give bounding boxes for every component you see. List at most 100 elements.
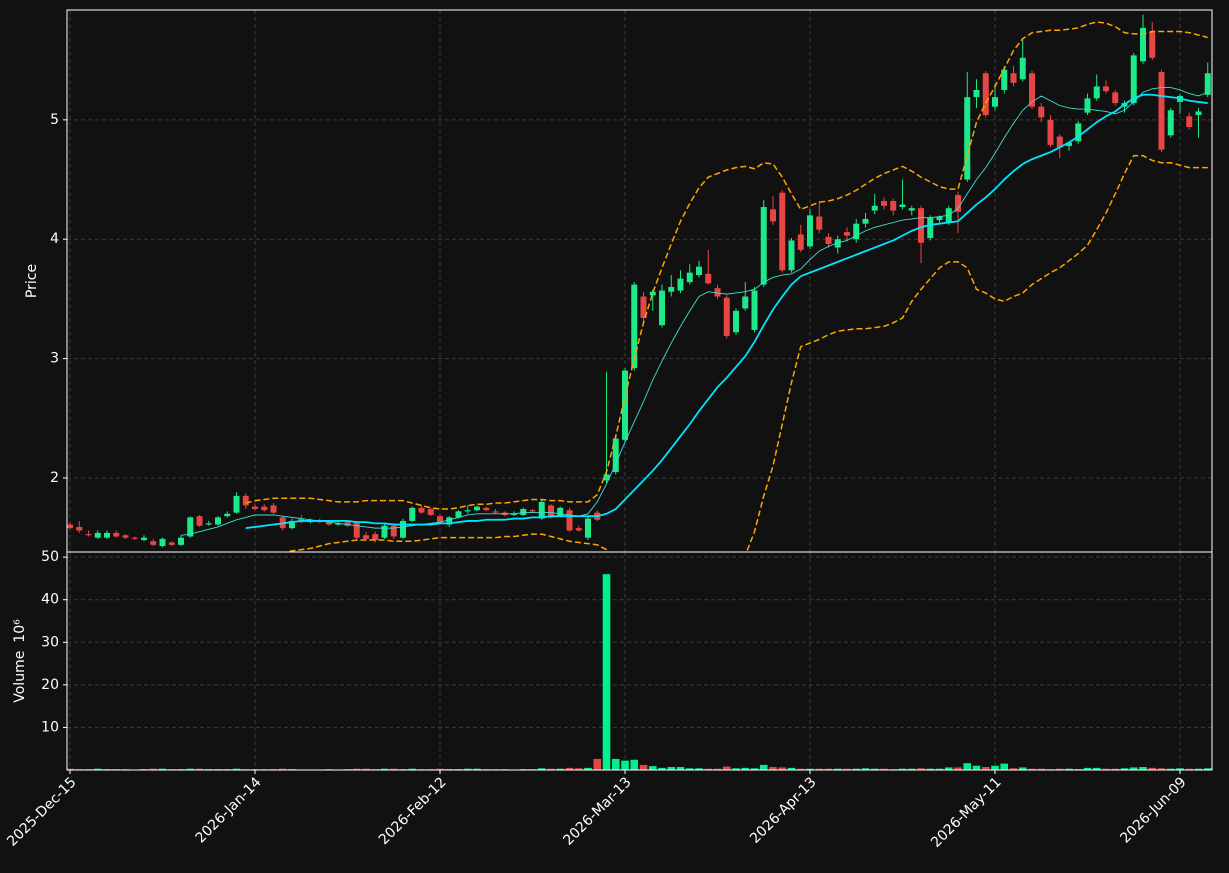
- volume-bar: [787, 767, 796, 770]
- candle-body: [973, 89, 980, 98]
- candle-body: [1130, 55, 1137, 104]
- candle-body: [326, 522, 332, 525]
- candle-body: [816, 216, 823, 230]
- y-tick-label: 5: [50, 112, 59, 128]
- candle-body: [1010, 73, 1017, 83]
- volume-bar: [917, 768, 925, 770]
- volume-bar: [1176, 768, 1184, 770]
- candle-body: [1103, 86, 1109, 92]
- volume-bar: [1065, 768, 1073, 770]
- candle-body: [455, 511, 462, 518]
- candle-body: [233, 495, 240, 513]
- candle-body: [168, 542, 175, 545]
- volume-bar: [852, 768, 861, 770]
- candle-body: [908, 208, 915, 211]
- candle-body: [1056, 136, 1063, 148]
- candle-body: [483, 507, 490, 511]
- candle-body: [437, 516, 443, 523]
- volume-bar: [158, 768, 167, 770]
- volume-bar: [1185, 768, 1194, 770]
- volume-bar: [1028, 768, 1036, 770]
- candle-body: [427, 509, 434, 515]
- volume-bar: [824, 768, 833, 770]
- candle-body: [178, 537, 184, 545]
- candle-body: [862, 218, 869, 224]
- y-axis-label: Price: [24, 264, 40, 298]
- volume-bar: [1018, 767, 1027, 770]
- volume-bar: [648, 766, 657, 770]
- candle-body: [474, 506, 480, 511]
- volume-bar: [1092, 767, 1101, 770]
- volume-bar: [639, 764, 648, 770]
- candle-body: [353, 522, 360, 538]
- volume-bar: [1055, 768, 1064, 770]
- volume-bar: [898, 768, 907, 770]
- candle-body: [825, 236, 832, 244]
- volume-bar: [685, 768, 694, 770]
- candle-body: [270, 505, 277, 513]
- candle-body: [76, 526, 83, 531]
- volume-bar: [436, 768, 444, 770]
- candle-body: [224, 513, 231, 517]
- volume-bar: [380, 768, 389, 770]
- plot-area: [67, 10, 1212, 552]
- candle-body: [1038, 106, 1045, 118]
- candle-body: [1112, 92, 1119, 104]
- volume-bar: [630, 759, 639, 770]
- y-axis-label-text: Price: [24, 264, 40, 298]
- volume-bar: [602, 574, 611, 770]
- candle-body: [464, 510, 471, 512]
- volume-bar: [963, 763, 972, 770]
- candle-body: [936, 216, 943, 221]
- indicator-line: [245, 93, 1208, 530]
- candle-body: [289, 520, 295, 529]
- candle-body: [187, 517, 194, 537]
- candle-body: [1167, 110, 1174, 136]
- candle-body: [400, 520, 406, 538]
- candle-body: [566, 510, 573, 531]
- candle-body: [242, 495, 249, 506]
- plot-area: [67, 552, 1212, 770]
- candle-body: [742, 296, 749, 309]
- volume-bar: [1194, 768, 1203, 770]
- volume-bar: [1037, 768, 1046, 770]
- candle-body: [113, 532, 120, 537]
- candle-body: [649, 291, 656, 296]
- volume-bar: [611, 758, 620, 770]
- candle-body: [215, 517, 221, 525]
- candle-body: [252, 506, 258, 510]
- volume-bar: [186, 768, 195, 770]
- volume-bar: [232, 768, 241, 770]
- volume-bar: [750, 768, 759, 770]
- candle-body: [196, 516, 203, 526]
- candle-body: [390, 525, 397, 537]
- volume-bar: [1148, 767, 1157, 770]
- candle-body: [686, 272, 693, 283]
- volume-bar: [769, 767, 777, 770]
- candle-body: [381, 525, 388, 538]
- volume-bar: [861, 768, 870, 770]
- candle-body: [363, 535, 369, 539]
- candle-body: [520, 509, 527, 515]
- volume-bar: [870, 768, 879, 770]
- candle-body: [696, 266, 702, 276]
- candle-body: [205, 523, 212, 525]
- candle-body: [779, 192, 786, 271]
- y-tick-label: 20: [41, 677, 59, 693]
- candle-body: [1158, 72, 1165, 150]
- candle-body: [67, 524, 73, 529]
- volume-bar: [833, 768, 842, 770]
- axes-frame: [66, 551, 1213, 771]
- candle-body: [964, 97, 971, 180]
- y-tick-label: 4: [50, 231, 59, 247]
- y-tick-label: 10: [41, 719, 59, 735]
- candle-body: [612, 438, 619, 473]
- candle-body: [899, 204, 906, 207]
- volume-bar: [722, 766, 731, 770]
- candle-body: [538, 501, 545, 519]
- y-axis-label: Volume 10⁶: [12, 619, 28, 703]
- volume-bar: [907, 768, 916, 770]
- volume-bar: [1120, 768, 1129, 770]
